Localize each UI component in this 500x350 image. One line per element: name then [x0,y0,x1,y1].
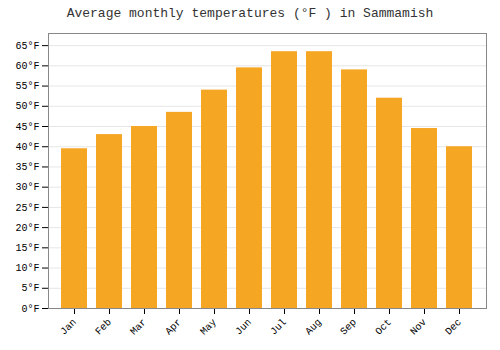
svg-text:30°F: 30°F [15,182,39,193]
html-text:Average monthly temperatures (: Average monthly temperatures (°F ) in Sa… [66,6,434,21]
svg-text:Jan: Jan [58,317,79,338]
svg-text:0°F: 0°F [21,304,39,315]
svg-text:40°F: 40°F [15,142,39,153]
svg-text:5°F: 5°F [21,283,39,294]
svg-text:Jun: Jun [233,317,254,338]
svg-text:Aug: Aug [303,317,324,338]
svg-text:45°F: 45°F [15,122,39,133]
svg-text:35°F: 35°F [15,162,39,173]
svg-text:25°F: 25°F [15,203,39,214]
svg-text:Feb: Feb [93,317,114,338]
svg-text:15°F: 15°F [15,243,39,254]
svg-text:Sep: Sep [338,317,359,338]
svg-text:Nov: Nov [408,317,429,338]
svg-text:10°F: 10°F [15,263,39,274]
svg-text:55°F: 55°F [15,81,39,92]
svg-text:60°F: 60°F [15,61,39,72]
svg-text:Apr: Apr [163,317,184,338]
svg-text:Jul: Jul [268,317,289,338]
svg-text:Mar: Mar [128,317,149,338]
svg-text:Oct: Oct [373,317,394,338]
svg-text:May: May [198,317,219,338]
svg-text:65°F: 65°F [15,41,39,52]
svg-text:Dec: Dec [443,317,464,338]
svg-text:50°F: 50°F [15,101,39,112]
svg-text:20°F: 20°F [15,223,39,234]
